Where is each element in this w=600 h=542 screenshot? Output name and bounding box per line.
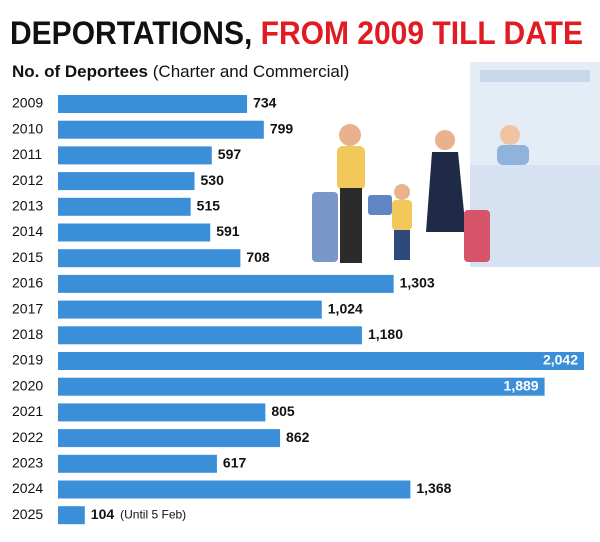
bar [58, 326, 362, 345]
y-tick-label: 2013 [12, 198, 43, 214]
bar [58, 480, 411, 499]
value-label: 799 [270, 120, 294, 136]
subtitle-note: (Charter and Commercial) [153, 62, 350, 81]
y-tick-label: 2021 [12, 403, 43, 419]
y-tick-label: 2016 [12, 275, 43, 291]
value-label: 1,368 [416, 480, 451, 496]
value-label: 734 [253, 95, 277, 111]
bar [58, 95, 248, 113]
suitcase-red [464, 210, 490, 262]
chart-subtitle: No. of Deportees (Charter and Commercial… [12, 62, 349, 81]
clerk-body [497, 145, 529, 165]
y-tick-label: 2012 [12, 172, 43, 188]
value-label: 805 [271, 403, 295, 419]
annotation: (Until 5 Feb) [120, 507, 186, 521]
child-legs [394, 230, 410, 260]
value-label: 591 [216, 223, 240, 239]
woman-dress [426, 152, 466, 232]
woman-head [435, 130, 455, 150]
man-legs [340, 188, 362, 263]
y-tick-label: 2018 [12, 326, 43, 342]
y-tick-label: 2010 [12, 120, 43, 136]
bar [58, 377, 545, 396]
child-head [394, 184, 410, 200]
bar [58, 120, 264, 139]
y-tick-label: 2025 [12, 506, 43, 522]
bar [58, 249, 241, 268]
y-tick-label: 2019 [12, 352, 43, 368]
y-tick-label: 2017 [12, 300, 43, 316]
bar [58, 223, 211, 242]
bar [58, 197, 191, 216]
subtitle-main: No. of Deportees [12, 62, 148, 81]
value-label: 1,180 [368, 326, 403, 342]
value-label: 1,889 [504, 377, 539, 393]
y-tick-label: 2015 [12, 249, 43, 265]
title-main: DEPORTATIONS, [10, 15, 252, 51]
y-tick-label: 2024 [12, 480, 43, 496]
clerk-head [500, 125, 520, 145]
bar [58, 352, 584, 370]
value-label: 104 [91, 506, 115, 522]
value-label: 708 [246, 249, 270, 265]
suitcase-blue [312, 192, 338, 262]
value-label: 617 [223, 455, 247, 471]
bag [368, 195, 392, 215]
y-tick-label: 2009 [12, 95, 43, 111]
bar [58, 172, 195, 191]
bar [58, 403, 266, 422]
y-tick-label: 2022 [12, 429, 43, 445]
title-highlight: FROM 2009 TILL DATE [261, 15, 583, 51]
y-tick-label: 2023 [12, 455, 43, 471]
value-label: 597 [218, 146, 242, 162]
booth-top [480, 70, 590, 82]
y-tick-label: 2011 [12, 146, 42, 162]
value-label: 530 [201, 172, 225, 188]
bar [58, 274, 394, 293]
bar [58, 506, 85, 525]
child-shirt [392, 200, 412, 230]
bar [58, 300, 322, 319]
y-tick-label: 2020 [12, 377, 43, 393]
value-label: 1,303 [400, 275, 435, 291]
chart-title: DEPORTATIONS, FROM 2009 TILL DATE [10, 15, 583, 51]
value-label: 515 [197, 198, 221, 214]
bar [58, 146, 212, 165]
illustration [312, 62, 600, 267]
bar [58, 454, 217, 473]
man-head [339, 124, 361, 146]
value-label: 862 [286, 429, 310, 445]
bar [58, 429, 281, 448]
counter [470, 165, 600, 267]
y-tick-label: 2014 [12, 223, 43, 239]
value-label: 1,024 [328, 300, 363, 316]
man-shirt [337, 146, 365, 190]
value-label: 2,042 [543, 352, 578, 368]
